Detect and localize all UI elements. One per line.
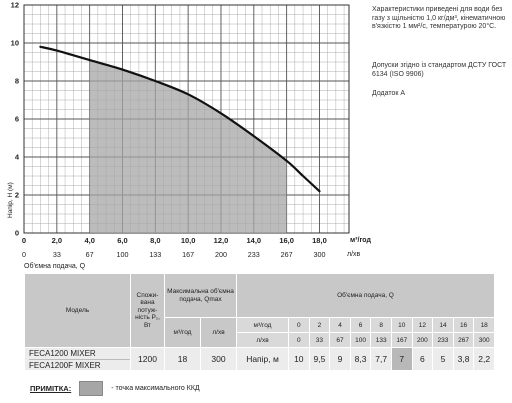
x-secondary-tick-label: 133 bbox=[149, 250, 161, 259]
header-model: Модель bbox=[24, 273, 131, 348]
head-value-cell: 2,2 bbox=[473, 347, 495, 371]
spec-table-wrap: Модель Спожи-вана потуж-ність P₁, Вт Мак… bbox=[24, 273, 495, 371]
flow-lmin-cell: 67 bbox=[329, 332, 351, 348]
legend: ПРИМІТКА: - точка максимального ККД bbox=[30, 380, 200, 396]
x-secondary-tick-label: 267 bbox=[281, 250, 293, 259]
pump-head-curve bbox=[39, 45, 321, 193]
curve-layer bbox=[39, 45, 321, 193]
x-secondary-tick-label: 0 bbox=[22, 250, 26, 259]
model-name: FECA1200F MIXER bbox=[29, 360, 101, 370]
x-secondary-tick-label: 300 bbox=[313, 250, 325, 259]
head-value-cell-highlighted: 7 bbox=[390, 347, 413, 371]
header-qmax-m3: м³/год bbox=[164, 317, 201, 348]
pump-curve-chart: 0 2 4 6 8 10 12 0 2,0 4,0 6,0 8,0 10,0 12,0 14,0 16,0 1… bbox=[6, 1, 371, 271]
flow-m3-cell: 0 bbox=[288, 317, 310, 333]
head-value-cell: 3,8 bbox=[452, 347, 475, 371]
head-value-cell: 7,7 bbox=[370, 347, 392, 371]
y-tick-label: 4 bbox=[15, 153, 20, 162]
flow-m3-cell: 12 bbox=[411, 317, 434, 333]
y-tick-label: 2 bbox=[15, 191, 19, 200]
y-tick-label: 0 bbox=[15, 229, 19, 238]
x-tick-label: 16,0 bbox=[279, 236, 294, 245]
head-value-cell: 6 bbox=[411, 347, 434, 371]
y-tick-label: 10 bbox=[11, 39, 19, 48]
row-label-head: Напір, м bbox=[236, 347, 290, 371]
flow-lmin-cell: 200 bbox=[411, 332, 434, 348]
x-tick-labels: 0 2,0 4,0 6,0 8,0 10,0 12,0 14,0 16,0 18,0 bbox=[22, 236, 327, 245]
flow-lmin-cell: 300 bbox=[473, 332, 495, 348]
x-secondary-tick-label: 167 bbox=[182, 250, 194, 259]
model-name: FECA1200 MIXER bbox=[29, 349, 130, 360]
flow-lmin-cell: 100 bbox=[349, 332, 372, 348]
x-tick-label: 18,0 bbox=[312, 236, 327, 245]
x-secondary-tick-label: 233 bbox=[248, 250, 260, 259]
header-power: Спожи-вана потуж-ність P₁, Вт bbox=[130, 273, 165, 348]
row-label-m3: м³/год bbox=[236, 317, 290, 333]
x-tick-label: 12,0 bbox=[214, 236, 229, 245]
legend-text: - точка максимального ККД bbox=[111, 384, 200, 392]
header-flow: Об'ємна подача, Q bbox=[236, 273, 495, 318]
header-qmax: Максимальна об'ємна подача, Qmax bbox=[163, 273, 238, 318]
legend-swatch bbox=[79, 380, 104, 396]
spec-table: Модель Спожи-вана потуж-ність P₁, Вт Мак… bbox=[24, 273, 495, 371]
x-axis-unit-top: м³/год bbox=[350, 237, 371, 244]
flow-lmin-cell: 0 bbox=[288, 332, 310, 348]
y-tick-label: 8 bbox=[15, 77, 19, 86]
x-axis-caption: Об'ємна подача, Q bbox=[24, 262, 86, 270]
flow-m3-cell: 10 bbox=[390, 317, 413, 333]
note-appendix: Додаток А bbox=[372, 90, 406, 97]
x-tick-label: 2,0 bbox=[52, 236, 62, 245]
flow-lmin-cell: 267 bbox=[452, 332, 475, 348]
flow-lmin-cell: 233 bbox=[432, 332, 454, 348]
flow-m3-cell: 8 bbox=[370, 317, 392, 333]
x-secondary-tick-label: 200 bbox=[215, 250, 227, 259]
model-name-cell: FECA1200 MIXER FECA1200F MIXER bbox=[24, 347, 131, 371]
head-value-cell: 5 bbox=[432, 347, 454, 371]
y-tick-label: 6 bbox=[15, 115, 19, 124]
x-tick-label: 14,0 bbox=[246, 236, 261, 245]
qmax-lmin-value: 300 bbox=[199, 347, 238, 371]
flow-m3-cell: 16 bbox=[452, 317, 475, 333]
head-value-cell: 9,5 bbox=[308, 347, 331, 371]
x-tick-label: 8,0 bbox=[150, 236, 160, 245]
flow-m3-cell: 2 bbox=[308, 317, 331, 333]
x-tick-label: 6,0 bbox=[117, 236, 127, 245]
x-secondary-tick-labels: 0 33 67 100 133 167 200 233 267 300 bbox=[22, 250, 325, 259]
note-conditions: Характеристики приведені для води без га… bbox=[372, 6, 506, 31]
flow-m3-cell: 6 bbox=[349, 317, 372, 333]
power-value: 1200 bbox=[130, 347, 165, 371]
flow-m3-cell: 4 bbox=[329, 317, 351, 333]
x-secondary-tick-label: 67 bbox=[86, 250, 94, 259]
legend-title: ПРИМІТКА: bbox=[30, 383, 72, 393]
qmax-m3-value: 18 bbox=[164, 347, 201, 371]
y-tick-labels: 0 2 4 6 8 10 12 bbox=[11, 1, 20, 238]
head-value-cell: 9 bbox=[329, 347, 351, 371]
row-label-lmin: л/хв bbox=[236, 332, 290, 348]
x-tick-label: 4,0 bbox=[84, 236, 94, 245]
y-tick-label: 12 bbox=[11, 1, 19, 10]
max-efficiency-region-layer bbox=[89, 60, 287, 233]
flow-lmin-cell: 133 bbox=[370, 332, 392, 348]
flow-lmin-cell: 167 bbox=[390, 332, 413, 348]
note-tolerances: Допуски згідно із стандартом ДСТУ ГОСТ 6… bbox=[372, 62, 507, 78]
y-axis-label: Напір, Н (м) bbox=[6, 182, 14, 218]
head-value-cell: 10 bbox=[288, 347, 310, 371]
x-tick-label: 10,0 bbox=[181, 236, 196, 245]
head-value-cell: 8,3 bbox=[349, 347, 372, 371]
x-secondary-tick-label: 33 bbox=[53, 250, 61, 259]
flow-m3-cell: 14 bbox=[432, 317, 454, 333]
header-qmax-lmin: л/хв bbox=[199, 317, 238, 348]
x-tick-label: 0 bbox=[22, 236, 26, 245]
flow-m3-cell: 18 bbox=[473, 317, 495, 333]
x-axis-unit-bottom: л/хв bbox=[347, 251, 361, 258]
max-efficiency-region bbox=[89, 60, 287, 233]
x-secondary-tick-label: 100 bbox=[116, 250, 128, 259]
flow-lmin-cell: 33 bbox=[308, 332, 331, 348]
